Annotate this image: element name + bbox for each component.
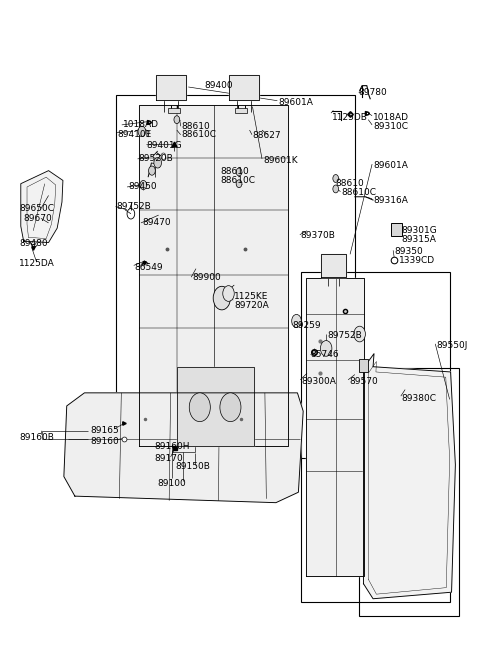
Text: 89165: 89165 [91,426,120,436]
Circle shape [333,174,338,182]
Circle shape [174,116,180,124]
Text: 1339CD: 1339CD [399,256,435,265]
Circle shape [321,341,332,356]
Text: 88610C: 88610C [341,189,376,197]
Polygon shape [306,278,364,576]
Bar [168,108,180,113]
Text: 89470: 89470 [142,218,170,227]
Text: 89150B: 89150B [175,462,210,470]
Polygon shape [177,367,254,447]
Text: 89300A: 89300A [301,377,336,386]
Text: 85746: 85746 [311,350,339,360]
Circle shape [333,185,338,193]
Text: 88610: 88610 [336,179,364,188]
Text: 89160B: 89160B [19,433,54,442]
Text: 89570: 89570 [349,377,378,386]
Text: 89400: 89400 [204,81,233,90]
Text: 89370B: 89370B [301,231,336,240]
Text: 89650C: 89650C [19,204,54,213]
Bar [235,108,247,113]
Text: 89310C: 89310C [373,122,408,131]
Polygon shape [21,171,63,242]
Circle shape [354,326,365,342]
Text: 89350: 89350 [394,246,423,255]
Circle shape [189,393,210,422]
Text: 89601K: 89601K [263,157,298,165]
Text: 89100: 89100 [157,479,186,487]
Circle shape [223,286,234,301]
Text: 89601A: 89601A [278,98,313,107]
Text: 88610C: 88610C [181,130,216,139]
Circle shape [140,180,147,189]
Circle shape [220,393,241,422]
Text: 89900: 89900 [192,272,221,282]
Text: 88610: 88610 [181,122,210,131]
Text: 89670: 89670 [24,214,52,223]
Text: 1018AD: 1018AD [373,113,409,122]
Text: 1018AD: 1018AD [123,121,159,130]
Text: 89160H: 89160H [155,442,190,451]
Circle shape [236,168,242,176]
Circle shape [236,179,242,187]
Text: 89380C: 89380C [402,394,437,403]
Text: 89160: 89160 [91,438,120,446]
Text: 89752B: 89752B [117,202,151,211]
Text: 89316A: 89316A [373,196,408,204]
Text: 89752B: 89752B [327,331,362,340]
Text: 89259: 89259 [293,321,321,330]
Circle shape [213,286,230,310]
Text: 89520B: 89520B [139,155,173,163]
Polygon shape [321,254,346,276]
Bar [391,223,402,236]
Text: 1125KE: 1125KE [234,291,269,301]
Bar [359,368,459,616]
Circle shape [292,314,301,328]
Text: 89720A: 89720A [234,301,269,310]
Text: 89315A: 89315A [402,235,437,244]
Text: 88610: 88610 [220,168,249,176]
Polygon shape [363,354,456,599]
Text: 89301G: 89301G [402,226,438,235]
Text: 89170: 89170 [155,454,183,462]
Text: 1125DB: 1125DB [332,113,368,122]
Circle shape [161,153,166,160]
Text: 89601A: 89601A [373,161,408,170]
Circle shape [149,166,156,175]
Text: 89550J: 89550J [436,341,468,350]
Text: 86549: 86549 [135,263,163,272]
Bar [116,96,355,458]
Polygon shape [64,393,303,502]
Polygon shape [140,105,288,447]
Polygon shape [229,75,259,100]
Circle shape [138,126,146,137]
Text: 1125DA: 1125DA [19,259,55,268]
Polygon shape [156,75,186,100]
Circle shape [154,158,161,168]
Text: 89410E: 89410E [117,130,151,138]
Text: 88610C: 88610C [220,176,255,185]
Text: 89780: 89780 [359,88,387,97]
Text: 89450: 89450 [128,183,156,191]
Bar [301,272,450,602]
Bar [359,359,368,372]
Text: 89480: 89480 [19,239,48,248]
Text: 89401G: 89401G [147,141,182,150]
Text: 88627: 88627 [252,132,281,140]
